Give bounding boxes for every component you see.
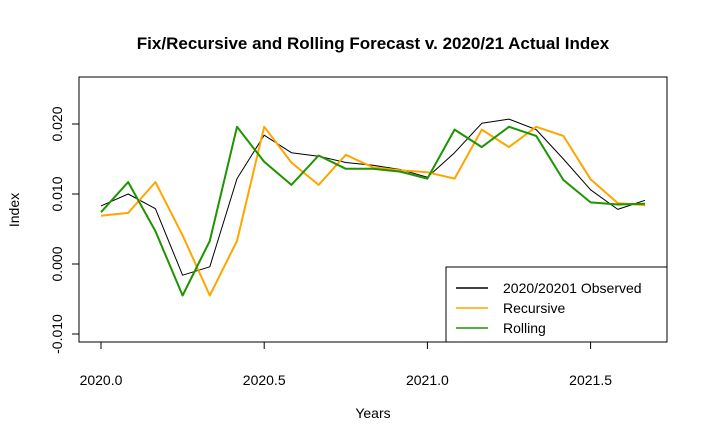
- series-lines: [100, 118, 646, 297]
- legend-label: Recursive: [503, 300, 565, 316]
- x-tick-label: 2021.5: [569, 372, 612, 388]
- legend-label: 2020/20201 Observed: [503, 280, 642, 296]
- series-line-0: [100, 118, 646, 276]
- y-tick-label: -0.010: [49, 314, 65, 354]
- x-axis-label: Years: [355, 405, 390, 421]
- series-line-1: [100, 125, 646, 297]
- y-tick-label: 0.000: [49, 246, 65, 281]
- legend-label: Rolling: [503, 320, 546, 336]
- series-line-2: [100, 125, 646, 297]
- legend-box: [445, 266, 668, 343]
- chart-title: Fix/Recursive and Rolling Forecast v. 20…: [137, 34, 610, 53]
- x-tick-label: 2020.0: [80, 372, 123, 388]
- y-axis: -0.010 0.000 0.010 0.020: [49, 106, 80, 354]
- x-tick-label: 2020.5: [243, 372, 286, 388]
- y-tick-label: 0.010: [49, 176, 65, 211]
- y-axis-label: Index: [6, 193, 22, 227]
- y-tick-label: 0.020: [49, 106, 65, 141]
- legend: 2020/20201 Observed Recursive Rolling: [445, 266, 668, 343]
- x-axis: 2020.0 2020.5 2021.0 2021.5: [80, 341, 612, 388]
- x-tick-label: 2021.0: [406, 372, 449, 388]
